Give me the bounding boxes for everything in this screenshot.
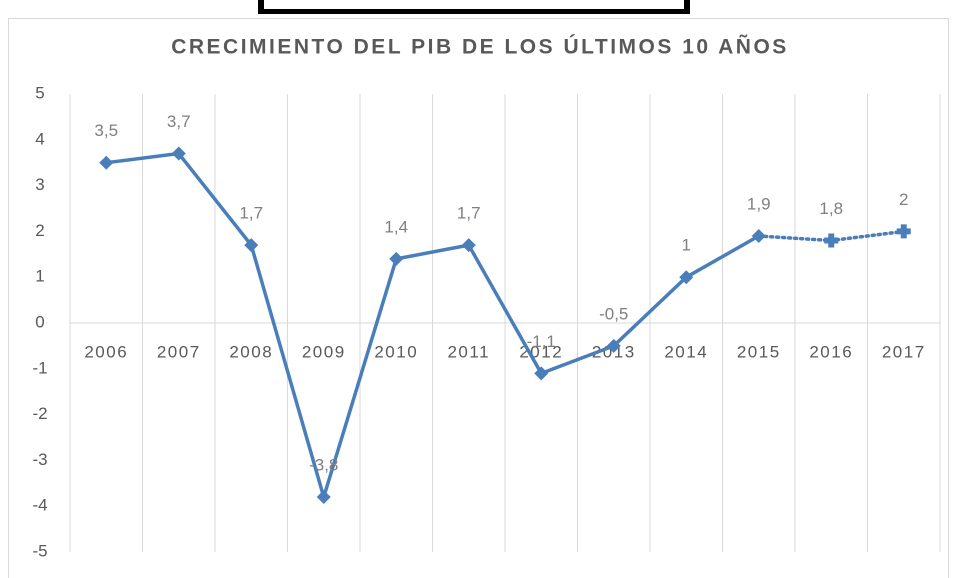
y-tick-label: 2	[35, 221, 44, 240]
marker	[244, 238, 259, 253]
marker	[606, 338, 621, 353]
marker	[461, 238, 476, 253]
marker	[896, 224, 911, 239]
y-tick-label: -2	[32, 404, 47, 423]
data-label: 1,7	[239, 204, 263, 223]
y-tick-label: -1	[32, 358, 47, 377]
marker	[389, 251, 404, 266]
marker	[751, 228, 766, 243]
y-tick-label: 1	[35, 267, 44, 286]
x-tick-label: 2015	[737, 342, 781, 361]
top-bar-inner	[264, 0, 684, 9]
data-label: 1,9	[747, 194, 771, 213]
marker	[99, 155, 114, 170]
marker	[679, 270, 694, 285]
y-tick-label: -5	[32, 541, 47, 560]
x-tick-label: 2010	[374, 342, 418, 361]
data-label: 1,8	[819, 199, 843, 218]
data-label: -0,5	[599, 304, 628, 323]
x-tick-label: 2009	[302, 342, 346, 361]
marker	[534, 366, 549, 381]
chart-title: CRECIMIENTO DEL PIB DE LOS ÚLTIMOS 10 AÑ…	[171, 35, 789, 59]
x-tick-label: 2016	[809, 342, 853, 361]
data-label: 1,4	[384, 217, 408, 236]
data-label: 3,5	[94, 121, 118, 140]
x-tick-label: 2014	[664, 342, 708, 361]
data-label: 1	[682, 236, 691, 255]
x-tick-label: 2011	[447, 342, 490, 361]
marker	[316, 490, 331, 505]
y-tick-label: -3	[32, 450, 47, 469]
data-label: 3,7	[167, 112, 191, 131]
y-tick-label: 4	[35, 129, 44, 148]
x-tick-label: 2008	[229, 342, 273, 361]
chart-border	[8, 18, 949, 578]
data-label: 1,7	[457, 204, 481, 223]
marker	[171, 146, 186, 161]
y-tick-label: 5	[35, 83, 44, 102]
x-tick-label: 2017	[882, 342, 926, 361]
data-label: -1,1	[527, 332, 556, 351]
x-tick-label: 2007	[157, 342, 201, 361]
data-label: -3,8	[309, 456, 338, 475]
marker	[824, 233, 839, 248]
y-tick-label: -4	[32, 496, 47, 515]
y-tick-label: 3	[35, 175, 44, 194]
data-label: 2	[899, 190, 908, 209]
x-tick-label: 2006	[84, 342, 128, 361]
y-tick-label: 0	[35, 312, 44, 331]
series-line	[106, 151, 760, 499]
